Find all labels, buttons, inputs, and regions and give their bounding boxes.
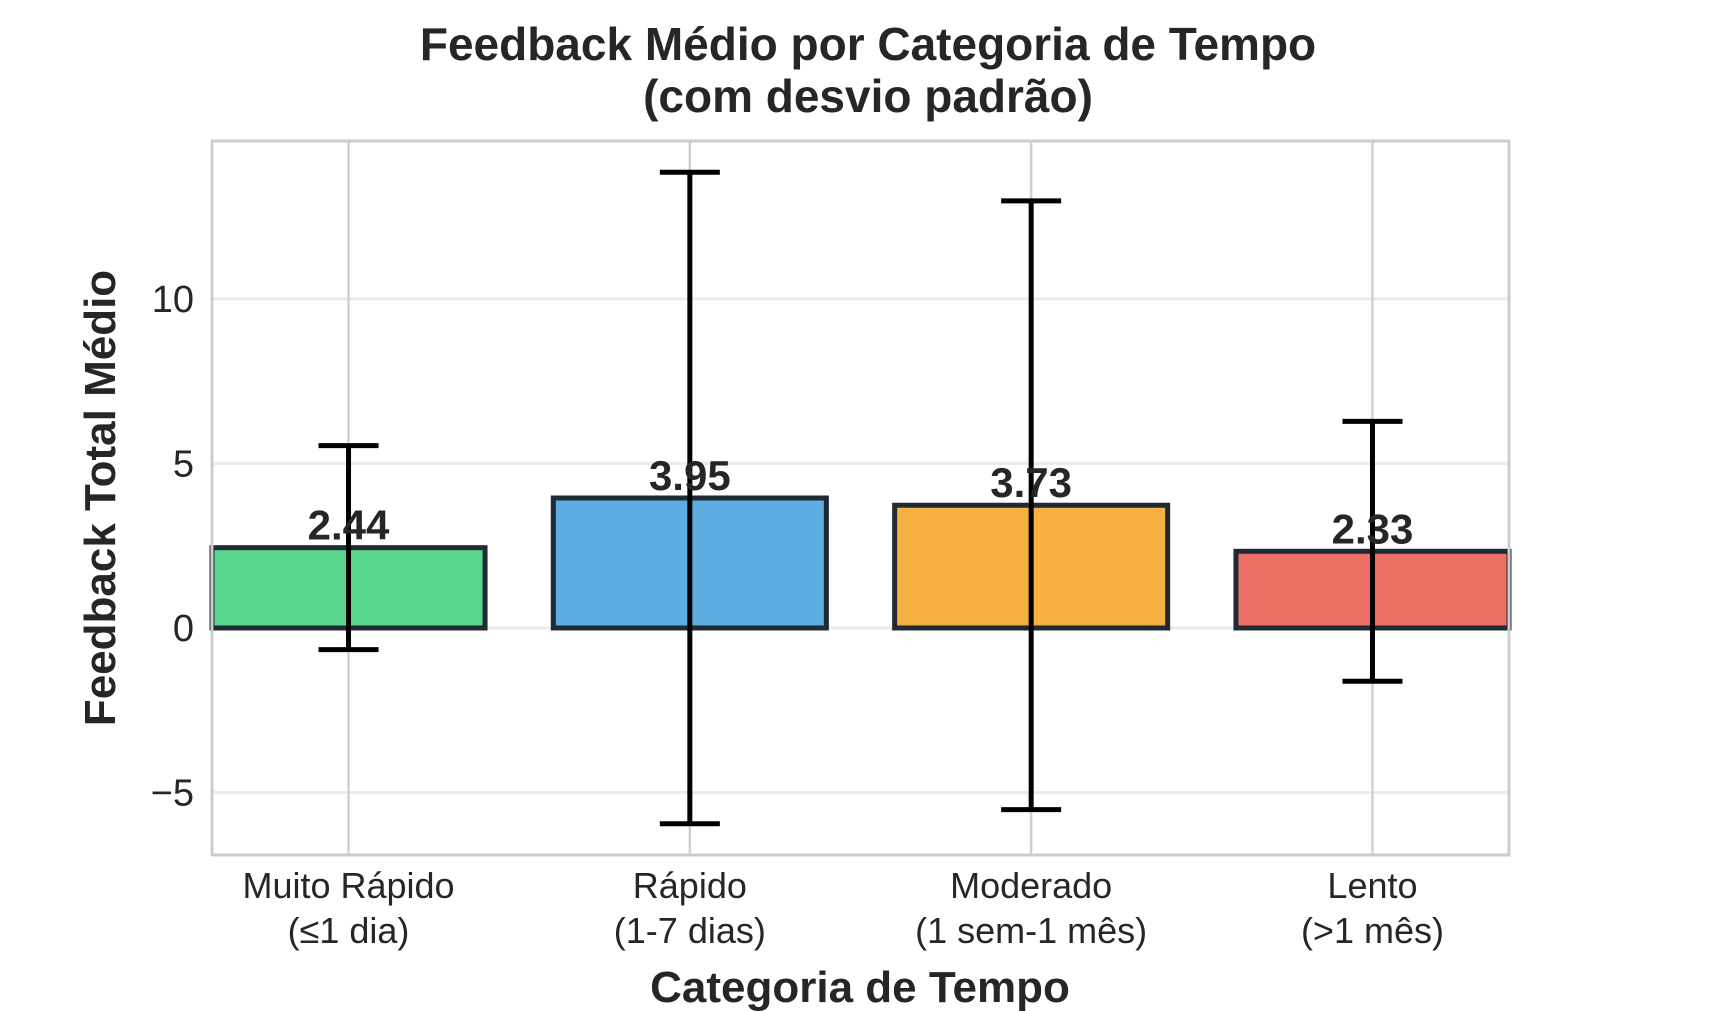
x-tick-label: (>1 mês)	[1301, 910, 1444, 951]
y-tick-label: 5	[173, 443, 194, 485]
value-labels: 2.44 3.95 3.73 2.33	[308, 452, 1414, 552]
bar-value-label: 3.95	[649, 452, 731, 499]
x-tick-label: (1 sem-1 mês)	[915, 910, 1147, 951]
x-tick-label: Moderado	[950, 865, 1112, 906]
bar-value-label: 3.73	[990, 459, 1072, 506]
y-ticks: −5 0 5 10	[151, 279, 194, 815]
x-tick-label: (≤1 dia)	[288, 910, 410, 951]
x-tick-label: Muito Rápido	[242, 865, 454, 906]
y-tick-label: 0	[173, 608, 194, 650]
chart-title: Feedback Médio por Categoria de Tempo	[420, 18, 1316, 70]
bars	[209, 495, 1512, 631]
bar-value-label: 2.44	[308, 502, 390, 549]
x-tick-label: Lento	[1327, 865, 1417, 906]
grid-lines	[212, 141, 1509, 855]
y-tick-label: 10	[152, 279, 194, 321]
x-tick-label: (1-7 dias)	[614, 910, 766, 951]
error-bars	[318, 169, 1403, 827]
plot-frame	[210, 139, 1511, 857]
y-tick-label: −5	[151, 772, 194, 814]
x-ticks: Muito Rápido(≤1 dia) Rápido(1-7 dias) Mode…	[242, 865, 1444, 951]
y-axis-label: Feedback Total Médio	[76, 270, 125, 726]
chart-subtitle: (com desvio padrão)	[643, 70, 1093, 122]
bar-value-label: 2.33	[1332, 505, 1414, 552]
x-axis-label: Categoria de Tempo	[650, 963, 1070, 1011]
x-tick-label: Rápido	[633, 865, 747, 906]
